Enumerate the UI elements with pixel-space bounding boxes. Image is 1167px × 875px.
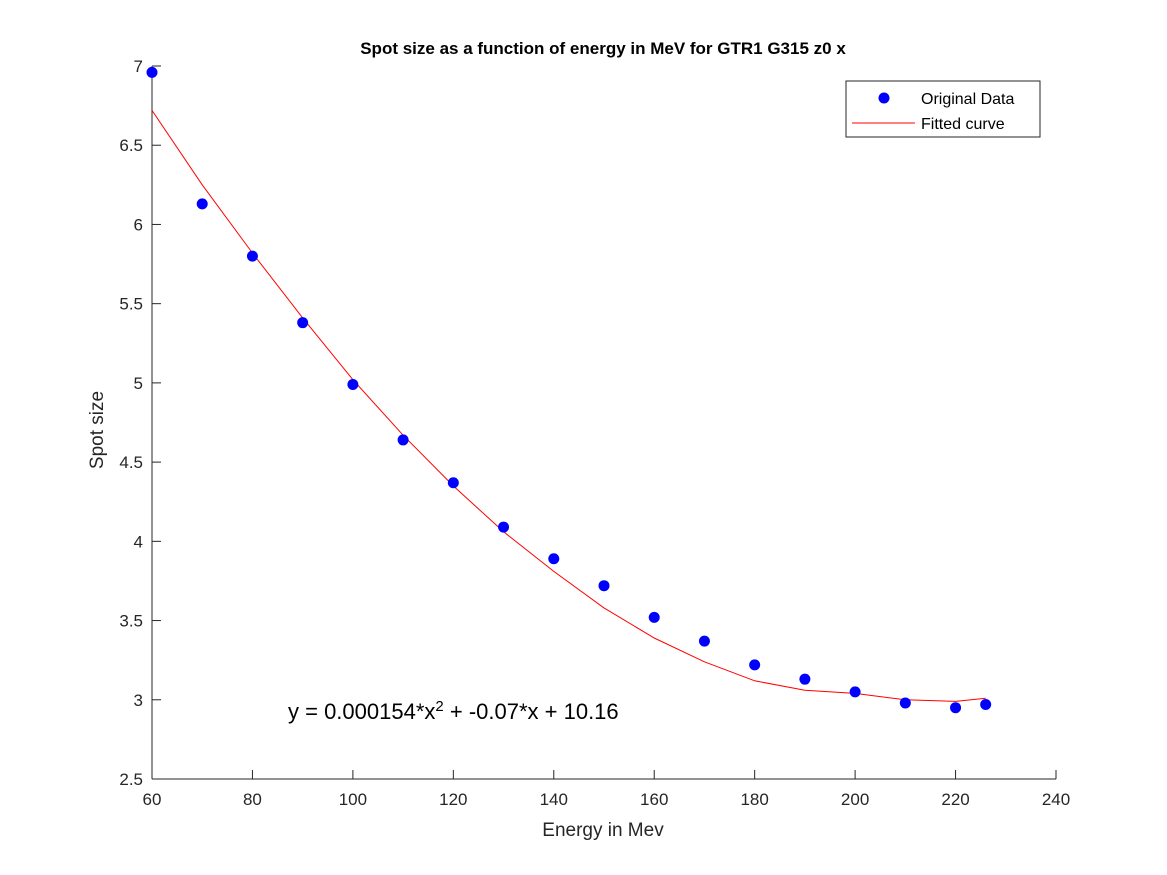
x-tick-label: 120 xyxy=(439,790,467,809)
data-point xyxy=(146,66,158,78)
x-tick-label: 60 xyxy=(143,790,162,809)
y-tick-label: 3 xyxy=(134,691,143,710)
y-tick-label: 4 xyxy=(134,532,143,551)
data-point xyxy=(196,198,208,210)
y-tick-label: 5 xyxy=(134,374,143,393)
x-tick-label: 100 xyxy=(339,790,367,809)
data-point xyxy=(397,434,409,446)
fitted-curve-layer xyxy=(151,110,986,702)
legend-marker-original-data xyxy=(878,92,890,104)
data-point xyxy=(980,699,992,711)
data-point xyxy=(648,611,660,623)
data-point xyxy=(899,697,911,709)
chart-title: Spot size as a function of energy in MeV… xyxy=(360,39,846,58)
x-tick-label: 220 xyxy=(941,790,969,809)
y-axis-label: Spot size xyxy=(87,391,108,469)
data-point xyxy=(598,580,610,592)
x-tick-label: 140 xyxy=(540,790,568,809)
data-point xyxy=(849,686,861,698)
data-point xyxy=(297,317,309,329)
fit-equation-suffix: + -0.07*x + 10.16 xyxy=(444,699,619,724)
y-tick-label: 7 xyxy=(134,57,143,76)
fit-equation-prefix: y = 0.000154*x xyxy=(288,699,435,724)
data-point xyxy=(698,635,710,647)
x-tick-label: 240 xyxy=(1042,790,1070,809)
x-tick-label: 80 xyxy=(243,790,262,809)
fit-equation-superscript: 2 xyxy=(435,697,443,714)
y-tick-label: 2.5 xyxy=(119,770,143,789)
y-tick-label: 6.5 xyxy=(119,136,143,155)
data-points-layer xyxy=(146,66,992,714)
y-tick-label: 3.5 xyxy=(119,612,143,631)
data-point xyxy=(799,673,811,685)
legend-label-original-data: Original Data xyxy=(921,91,1014,108)
data-point xyxy=(749,659,761,671)
data-point xyxy=(950,702,962,714)
data-point xyxy=(347,378,359,390)
y-tick-label: 5.5 xyxy=(119,295,143,314)
data-point xyxy=(447,477,459,489)
plot-axes: 60 80 100 120 140 160 180 200 220 240 2.5 3 3.5 4 4.5 5… xyxy=(119,57,1070,809)
legend: Original Data Fitted curve xyxy=(845,80,1041,138)
legend-label-fitted-curve: Fitted curve xyxy=(921,116,1005,133)
x-tick-label: 160 xyxy=(640,790,668,809)
fitted-curve-line xyxy=(151,110,986,702)
data-point xyxy=(498,521,510,533)
x-tick-label: 200 xyxy=(841,790,869,809)
y-tick-label: 6 xyxy=(134,215,143,234)
y-tick-label: 4.5 xyxy=(119,453,143,472)
x-axis-label: Energy in Mev xyxy=(542,820,664,841)
fit-equation-annotation: y = 0.000154*x2 + -0.07*x + 10.16 xyxy=(288,697,619,724)
legend-box xyxy=(845,80,1041,138)
data-point xyxy=(548,553,560,565)
x-tick-label: 180 xyxy=(740,790,768,809)
data-point xyxy=(246,250,258,262)
